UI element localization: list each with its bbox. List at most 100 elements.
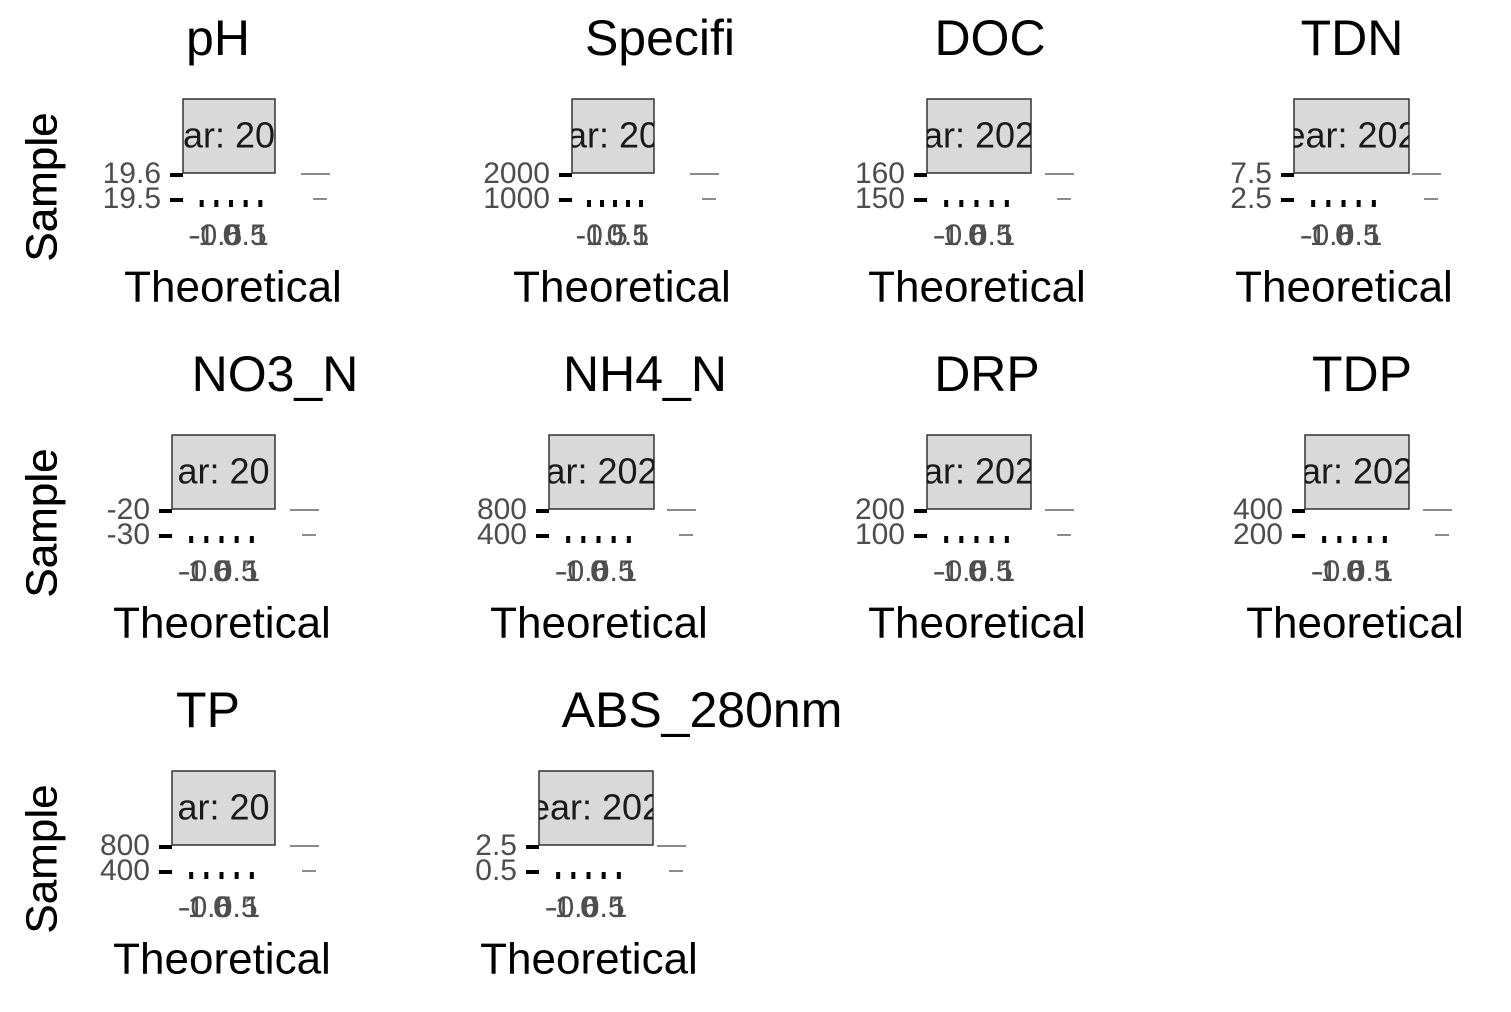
x-tick-label: -1 (178, 891, 205, 924)
x-axis-label: Theoretical (113, 599, 331, 648)
x-axis-label: Theoretical (868, 599, 1086, 648)
x-tick-label: -0.5 (180, 891, 232, 924)
x-tick-label: 1 (243, 891, 260, 924)
y-axis-label: Sample (18, 112, 67, 261)
x-axis-label: Theoretical (490, 599, 708, 648)
x-tick-label: 1 (1365, 219, 1382, 252)
x-tick-label: 0.5 (216, 891, 258, 924)
y-axis-label: Sample (18, 112, 67, 261)
strip-label: ar: 20 (177, 451, 269, 492)
y-axis-label: Sample (18, 112, 67, 261)
panel-title: ABS_280nm (562, 682, 843, 738)
strip-label: ar: 202 (923, 115, 1035, 156)
y-tick-label: 19.6 (103, 157, 161, 190)
strip (1293, 98, 1410, 174)
x-tick-label: 0.5 (583, 891, 625, 924)
strip (538, 770, 654, 846)
x-tick-label: 0.5 (593, 555, 635, 588)
x-tick-label: 0.5 (971, 555, 1013, 588)
x-tick-label: 0.5 (1349, 555, 1391, 588)
x-tick-label: 0.5 (971, 219, 1013, 252)
strip-label: ar: 20 (177, 787, 269, 828)
y-tick-label: 7.5 (1230, 157, 1272, 190)
strip-label: ear: 202 (1285, 115, 1417, 156)
panel-title: TDN (1301, 10, 1404, 66)
panel-title: NO3_N (192, 346, 359, 402)
strip (548, 434, 655, 510)
y-axis-label: Sample (18, 784, 67, 933)
x-tick-label: 1 (610, 891, 627, 924)
x-axis-label: Theoretical (1235, 263, 1453, 312)
x-axis-label: Theoretical (480, 935, 698, 984)
x-tick-label: -0.5 (935, 219, 987, 252)
x-tick-label: -0.5 (576, 219, 628, 252)
x-tick-label: 0.5 (607, 219, 649, 252)
y-tick-label: 2000 (483, 157, 550, 190)
y-tick-label: 100 (855, 518, 905, 551)
y-tick-label: 200 (1233, 518, 1283, 551)
x-tick-label: 0 (580, 891, 597, 924)
y-tick-label: 2.5 (1230, 182, 1272, 215)
x-tick-label: -1 (188, 219, 215, 252)
panel-title: TDP (1312, 346, 1412, 402)
x-tick-label: 0 (1346, 555, 1363, 588)
y-axis-label: Sample (18, 448, 67, 597)
y-axis-label: Sample (18, 448, 67, 597)
x-tick-label: -1 (1311, 555, 1338, 588)
x-tick-label: -1 (1300, 219, 1327, 252)
x-tick-label: 1 (252, 219, 269, 252)
panel-title: DOC (934, 10, 1045, 66)
panel-title: TP (176, 682, 240, 738)
y-tick-label: 400 (477, 518, 527, 551)
strip-label: ar: 202 (1301, 451, 1413, 492)
y-tick-label: 2.5 (475, 829, 517, 862)
strip (926, 434, 1032, 510)
x-tick-label: 0 (968, 219, 985, 252)
strip (571, 98, 655, 174)
strip-label: ear: 202 (530, 787, 662, 828)
x-tick-label: -0.5 (1302, 219, 1354, 252)
x-tick-label: 0.5 (1338, 219, 1380, 252)
strip-label: ar: 20 (183, 115, 275, 156)
x-tick-label: 1 (243, 555, 260, 588)
x-tick-label: 0.5 (225, 219, 267, 252)
x-tick-label: 0 (590, 555, 607, 588)
y-tick-label: 400 (1233, 493, 1283, 526)
y-tick-label: 400 (100, 854, 150, 887)
x-tick-label: 0 (213, 891, 230, 924)
y-tick-label: 150 (855, 182, 905, 215)
y-tick-label: 0.5 (475, 854, 517, 887)
x-tick-label: -0.5 (190, 219, 242, 252)
panel-title: pH (186, 10, 250, 66)
x-tick-label: 1 (1376, 555, 1393, 588)
x-tick-label: -0.5 (180, 555, 232, 588)
strip (926, 98, 1032, 174)
x-tick-label: -1 (555, 555, 582, 588)
panel-title: Specifi (585, 10, 735, 66)
x-axis-label: Theoretical (513, 263, 731, 312)
y-tick-label: -20 (107, 493, 150, 526)
y-axis-label: Sample (18, 784, 67, 933)
y-tick-label: 19.5 (103, 182, 161, 215)
y-axis-label: Sample (18, 112, 67, 261)
y-tick-label: 160 (855, 157, 905, 190)
x-axis-label: Theoretical (124, 263, 342, 312)
y-tick-label: 1000 (483, 182, 550, 215)
x-tick-label: -1 (576, 219, 603, 252)
x-axis-label: Theoretical (1246, 599, 1464, 648)
x-tick-label: -0.5 (547, 891, 599, 924)
x-tick-label: 0 (607, 219, 624, 252)
y-axis-label: Sample (18, 448, 67, 597)
x-tick-label: -1 (933, 555, 960, 588)
strip (1304, 434, 1410, 510)
strip (182, 98, 276, 174)
y-tick-label: 800 (477, 493, 527, 526)
x-tick-label: 0 (1335, 219, 1352, 252)
x-tick-label: -1 (933, 219, 960, 252)
x-tick-label: 0 (213, 555, 230, 588)
strip-label: ar: 202 (923, 451, 1035, 492)
x-tick-label: 1 (998, 555, 1015, 588)
y-tick-label: 800 (100, 829, 150, 862)
